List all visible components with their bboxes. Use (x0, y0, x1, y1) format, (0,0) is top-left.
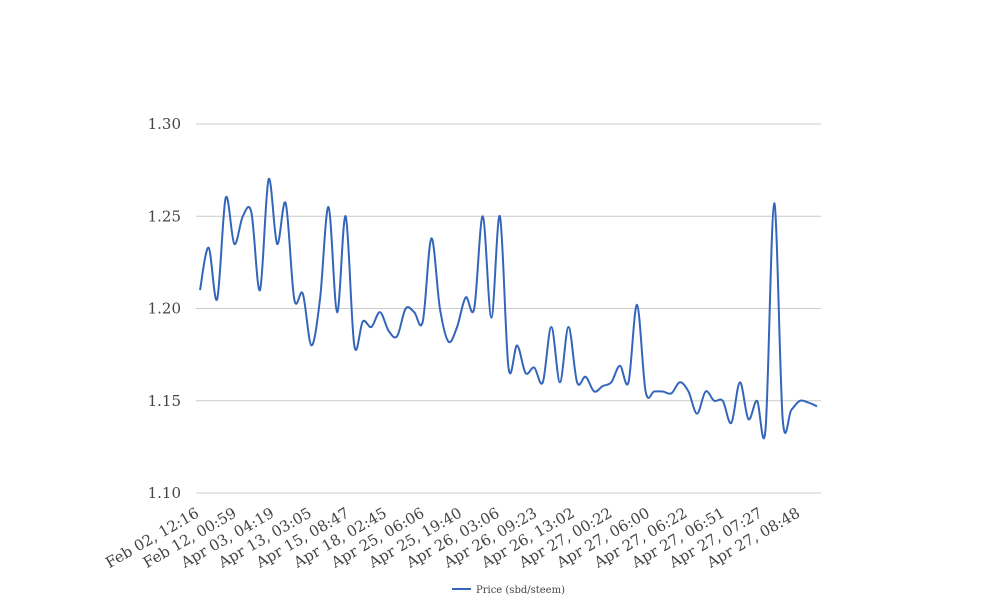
y-tick-label: 1.10 (148, 484, 181, 502)
y-axis-tick-labels: 1.30 1.25 1.20 1.15 1.10 (148, 115, 181, 502)
series-line (199, 178, 818, 440)
legend-label: Price (sbd/steem) (476, 585, 565, 596)
y-tick-label: 1.20 (148, 300, 181, 318)
y-tick-label: 1.25 (148, 207, 181, 225)
series-lines (199, 178, 818, 440)
y-tick-label: 1.30 (148, 115, 181, 133)
legend: Price (sbd/steem) (452, 585, 565, 596)
y-tick-label: 1.15 (148, 392, 181, 410)
gridlines (196, 123, 821, 494)
